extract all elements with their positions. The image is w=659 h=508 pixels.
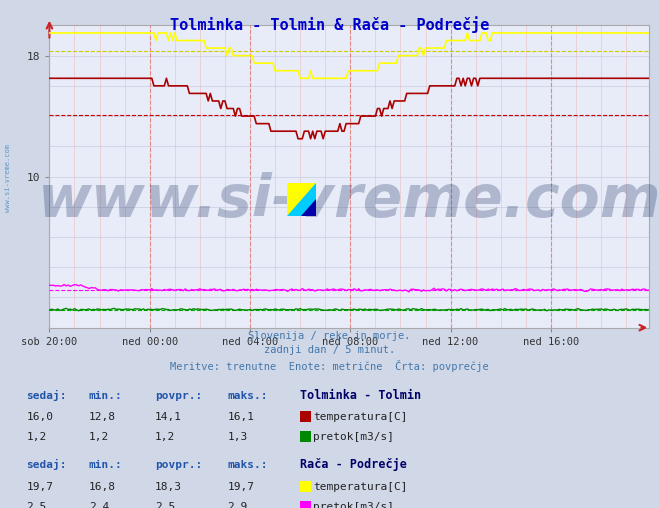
Text: povpr.:: povpr.: [155,460,202,470]
Text: sedaj:: sedaj: [26,390,67,401]
Text: www.si-vreme.com: www.si-vreme.com [5,144,11,212]
Text: 2,5: 2,5 [26,502,47,508]
Text: 16,8: 16,8 [89,482,116,492]
Text: 2,4: 2,4 [89,502,109,508]
Polygon shape [287,183,316,216]
Text: 18,3: 18,3 [155,482,182,492]
Text: Meritve: trenutne  Enote: metrične  Črta: povprečje: Meritve: trenutne Enote: metrične Črta: … [170,360,489,372]
Text: 16,0: 16,0 [26,412,53,422]
Text: maks.:: maks.: [227,391,268,401]
Text: 1,3: 1,3 [227,432,248,442]
Text: pretok[m3/s]: pretok[m3/s] [313,502,394,508]
Text: 16,1: 16,1 [227,412,254,422]
Text: 1,2: 1,2 [89,432,109,442]
Text: 1,2: 1,2 [26,432,47,442]
Text: 19,7: 19,7 [26,482,53,492]
Text: Rača - Podrečje: Rača - Podrečje [300,458,407,471]
Polygon shape [302,200,316,216]
Text: maks.:: maks.: [227,460,268,470]
Text: 12,8: 12,8 [89,412,116,422]
Text: 2,9: 2,9 [227,502,248,508]
Text: zadnji dan / 5 minut.: zadnji dan / 5 minut. [264,345,395,356]
Text: Tolminka - Tolmin: Tolminka - Tolmin [300,389,421,402]
Text: 14,1: 14,1 [155,412,182,422]
Text: povpr.:: povpr.: [155,391,202,401]
Text: Slovenija / reke in morje.: Slovenija / reke in morje. [248,331,411,341]
Text: sedaj:: sedaj: [26,459,67,470]
Text: 2,5: 2,5 [155,502,175,508]
Text: temperatura[C]: temperatura[C] [313,412,407,422]
Polygon shape [287,183,316,216]
Text: 19,7: 19,7 [227,482,254,492]
Text: pretok[m3/s]: pretok[m3/s] [313,432,394,442]
Text: min.:: min.: [89,460,123,470]
Text: temperatura[C]: temperatura[C] [313,482,407,492]
Text: www.si-vreme.com: www.si-vreme.com [38,172,659,229]
Text: 1,2: 1,2 [155,432,175,442]
Text: Tolminka - Tolmin & Rača - Podrečje: Tolminka - Tolmin & Rača - Podrečje [170,16,489,33]
Text: min.:: min.: [89,391,123,401]
